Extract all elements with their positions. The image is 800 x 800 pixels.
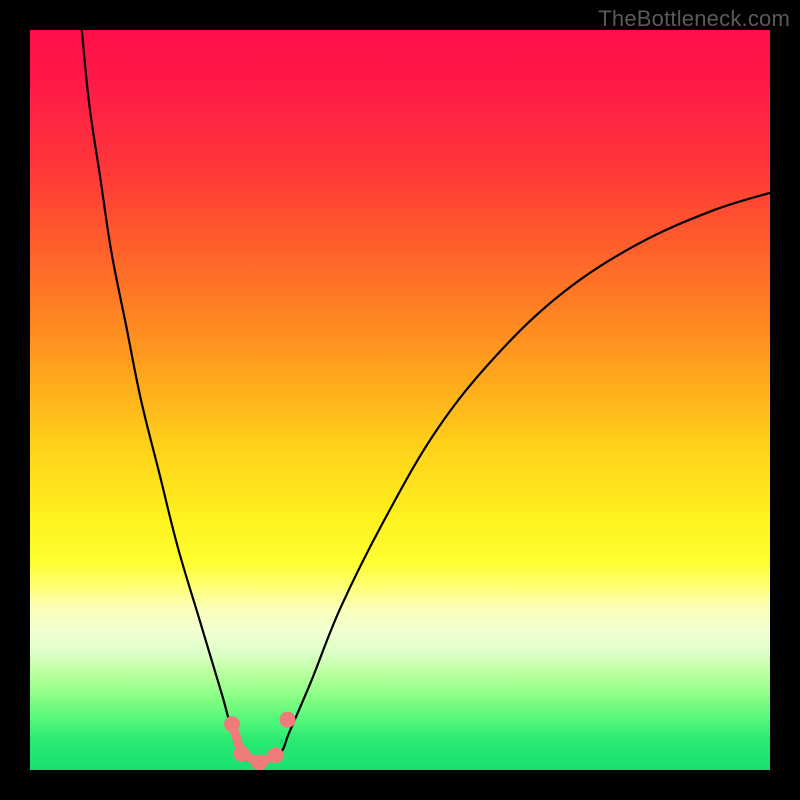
- watermark-text: TheBottleneck.com: [598, 6, 790, 32]
- bottleneck-chart: [30, 30, 770, 770]
- green-dot: [279, 740, 283, 744]
- marker-dot: [224, 716, 240, 732]
- canvas: TheBottleneck.com: [0, 0, 800, 800]
- marker-dot: [251, 755, 267, 770]
- marker-dot: [280, 712, 296, 728]
- plot-area: [30, 30, 770, 770]
- marker-dot: [268, 747, 284, 763]
- marker-dot: [234, 746, 250, 762]
